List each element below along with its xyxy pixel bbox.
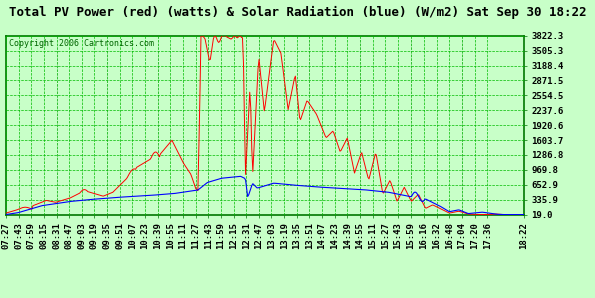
Text: Copyright 2006 Cartronics.com: Copyright 2006 Cartronics.com <box>8 39 154 48</box>
Text: Total PV Power (red) (watts) & Solar Radiation (blue) (W/m2) Sat Sep 30 18:22: Total PV Power (red) (watts) & Solar Rad… <box>9 6 586 19</box>
